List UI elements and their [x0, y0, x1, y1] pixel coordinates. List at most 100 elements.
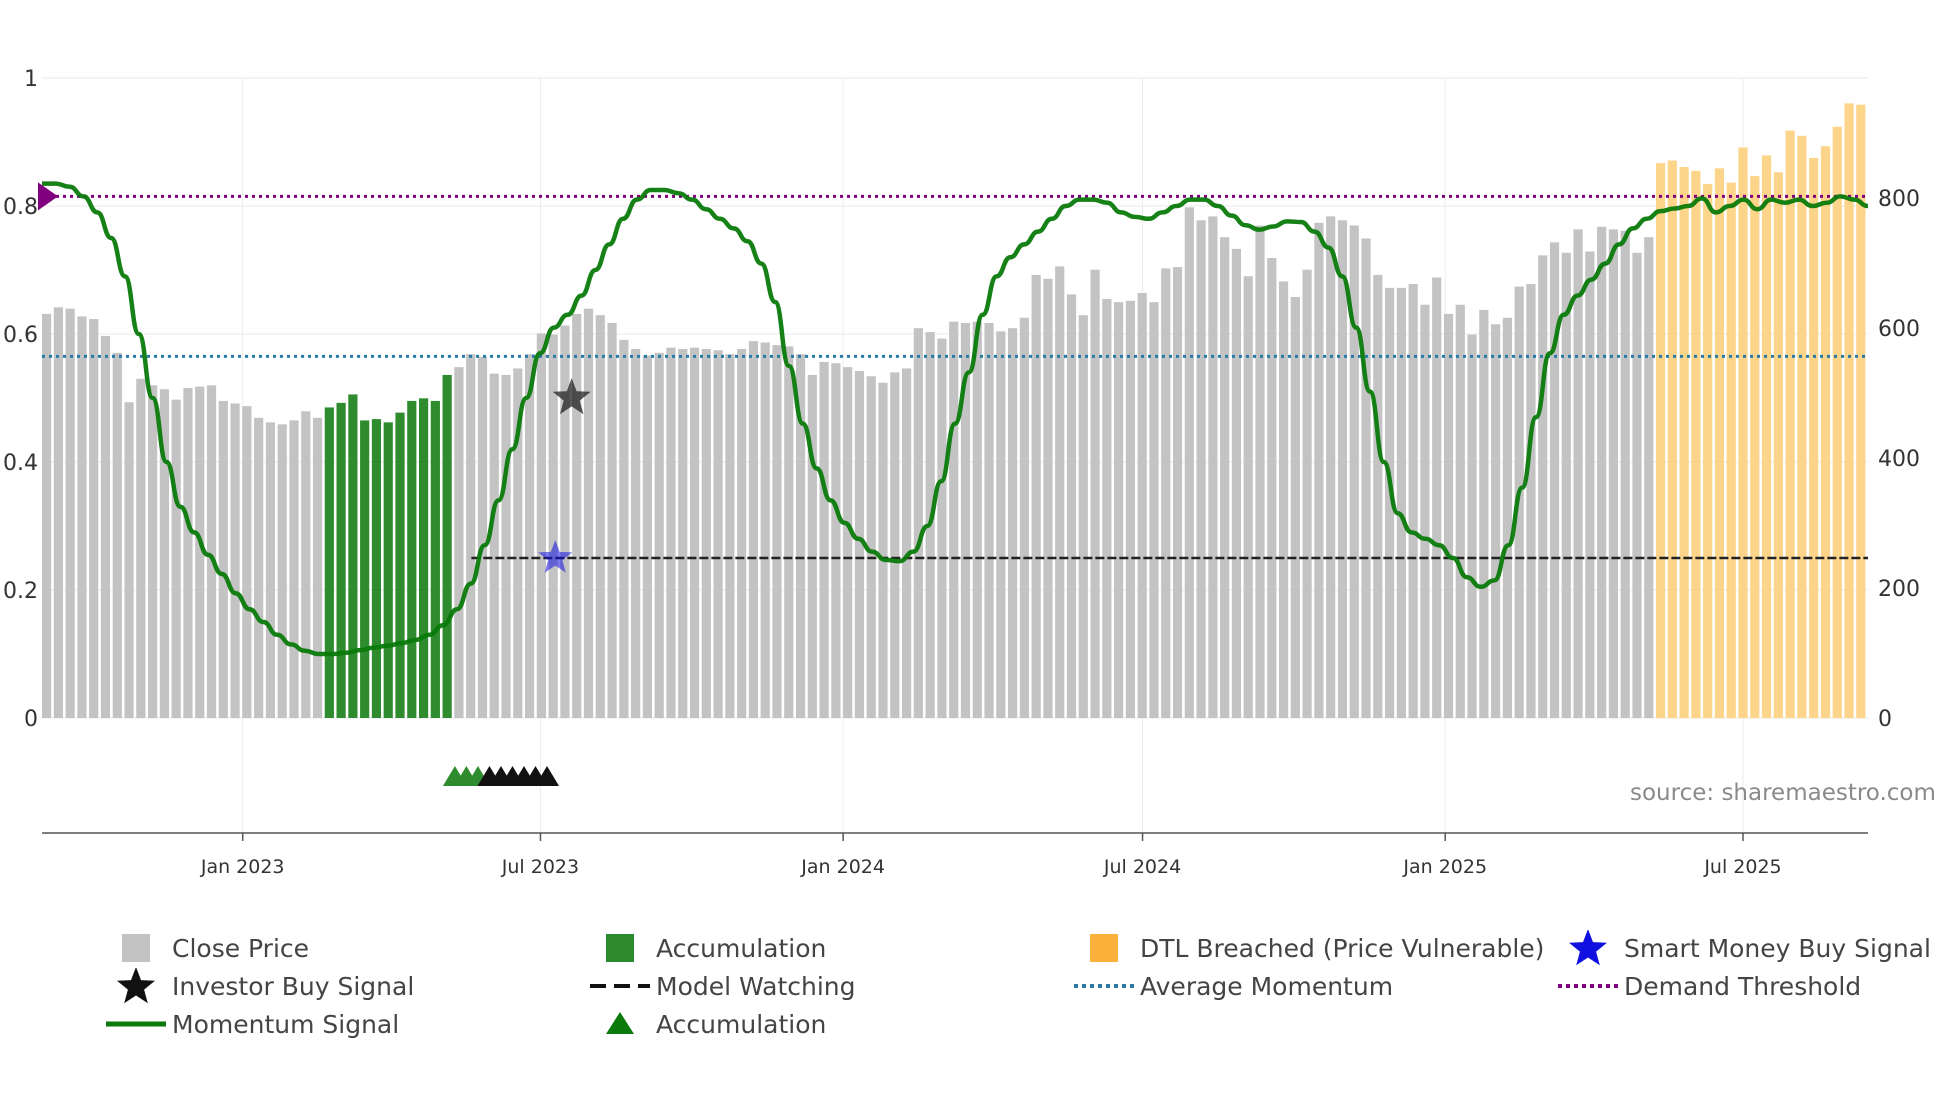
legend-item-demand-threshold: Demand Threshold [1552, 968, 1861, 1004]
close-bar [960, 322, 971, 718]
legend-label: Close Price [172, 933, 310, 963]
close-bar [666, 347, 676, 718]
close-bar [819, 361, 829, 718]
dtl_breached-bar [1655, 163, 1666, 718]
y-right-tick-label: 400 [1878, 447, 1920, 472]
close-bar [1384, 287, 1395, 718]
dtl_breached-bar [1856, 104, 1866, 719]
square-icon [584, 930, 656, 966]
price-bars [42, 103, 1866, 719]
close-bar [795, 354, 806, 718]
close-bar [1349, 225, 1359, 719]
accumulation-bar [418, 398, 429, 718]
dtl_breached-bar [1832, 126, 1842, 719]
close-bar [148, 385, 158, 718]
close-bar [1549, 242, 1560, 718]
close-bar [254, 417, 264, 718]
close-bar [807, 374, 817, 718]
investor-buy-signal [552, 378, 591, 415]
close-bar [454, 367, 464, 718]
accumulation-bar [442, 374, 452, 718]
close-bar [1620, 230, 1630, 718]
close-bar [1420, 304, 1430, 718]
legend-item-accumulation-bar: Accumulation [584, 930, 826, 966]
close-bar [1326, 216, 1336, 718]
close-bar [1255, 225, 1265, 719]
close-bar [1302, 269, 1312, 718]
dot-line-icon [1068, 968, 1140, 1004]
dtl_breached-bar [1797, 135, 1807, 719]
close-bar [1031, 274, 1041, 718]
close-bar [489, 373, 499, 718]
y-left-tick-label: 0.6 [3, 323, 38, 348]
close-bar [1432, 277, 1442, 718]
triangle-icon [584, 1006, 656, 1042]
legend-label: DTL Breached (Price Vulnerable) [1140, 933, 1545, 963]
demand-marker [38, 182, 58, 211]
line-icon [100, 1006, 172, 1042]
dtl_breached-bar [1667, 160, 1677, 718]
close-bar [1632, 252, 1642, 718]
close-bar [937, 338, 947, 718]
close-bar [1608, 229, 1619, 718]
accumulation-marker [535, 766, 560, 786]
close-bar [277, 424, 287, 718]
close-bar [1172, 267, 1183, 718]
star-icon [100, 968, 172, 1004]
dtl_breached-bar [1820, 146, 1831, 719]
reference-lines [42, 194, 1868, 560]
close-bar [159, 389, 169, 718]
close-bar [831, 363, 841, 718]
legend-label: Average Momentum [1140, 971, 1394, 1001]
close-bar [1149, 302, 1159, 718]
close-bar [1538, 255, 1548, 718]
close-bar [972, 321, 982, 718]
legend-item-investor-buy: Investor Buy Signal [100, 968, 414, 1004]
dtl_breached-bar [1844, 103, 1854, 719]
close-bar [42, 313, 52, 718]
close-bar [1184, 207, 1194, 718]
close-bar [560, 325, 570, 718]
source-note: source: sharemaestro.com [1630, 780, 1936, 806]
legend-label: Investor Buy Signal [172, 971, 415, 1001]
close-bar [854, 371, 865, 718]
close-bar [1479, 309, 1489, 718]
close-bar [583, 308, 594, 718]
close-bar [772, 345, 782, 718]
accumulation-bar [336, 402, 346, 718]
close-bar [1314, 222, 1324, 718]
close-bar [77, 316, 87, 718]
close-bar [760, 342, 770, 718]
close-bar [53, 307, 63, 718]
dtl_breached-bar [1809, 157, 1819, 719]
square-icon [100, 930, 172, 966]
y-left-tick-label: 1 [24, 67, 38, 92]
close-bar [984, 322, 994, 718]
close-bar [1278, 281, 1289, 718]
smart-money-buy-signal [538, 540, 573, 573]
close-bar [996, 331, 1006, 718]
close-bar [619, 339, 629, 718]
close-bar [1373, 274, 1383, 718]
close-bar [548, 334, 558, 718]
close-bar [513, 368, 523, 718]
close-bar [713, 350, 723, 718]
dtl_breached-bar [1691, 170, 1701, 719]
close-bar [949, 321, 959, 718]
close-bar [218, 400, 228, 718]
y-left-tick-label: 0 [24, 707, 38, 732]
x-tick-label: Jul 2024 [1103, 856, 1181, 878]
dash-line-icon [584, 968, 656, 1004]
close-bar [572, 313, 582, 718]
x-tick-label: Jan 2024 [800, 856, 885, 878]
y-left-tick-label: 0.4 [3, 451, 38, 476]
close-bar [1102, 298, 1112, 718]
legend-item-model-watching: Model Watching [584, 968, 856, 1004]
legend-item-smart-money: Smart Money Buy Signal [1552, 930, 1931, 966]
close-bar [1361, 238, 1371, 718]
close-bar [112, 352, 122, 718]
legend-label: Model Watching [656, 971, 856, 1001]
legend-label: Smart Money Buy Signal [1624, 933, 1931, 963]
close-bar [678, 348, 688, 718]
legend-label: Momentum Signal [172, 1009, 400, 1039]
